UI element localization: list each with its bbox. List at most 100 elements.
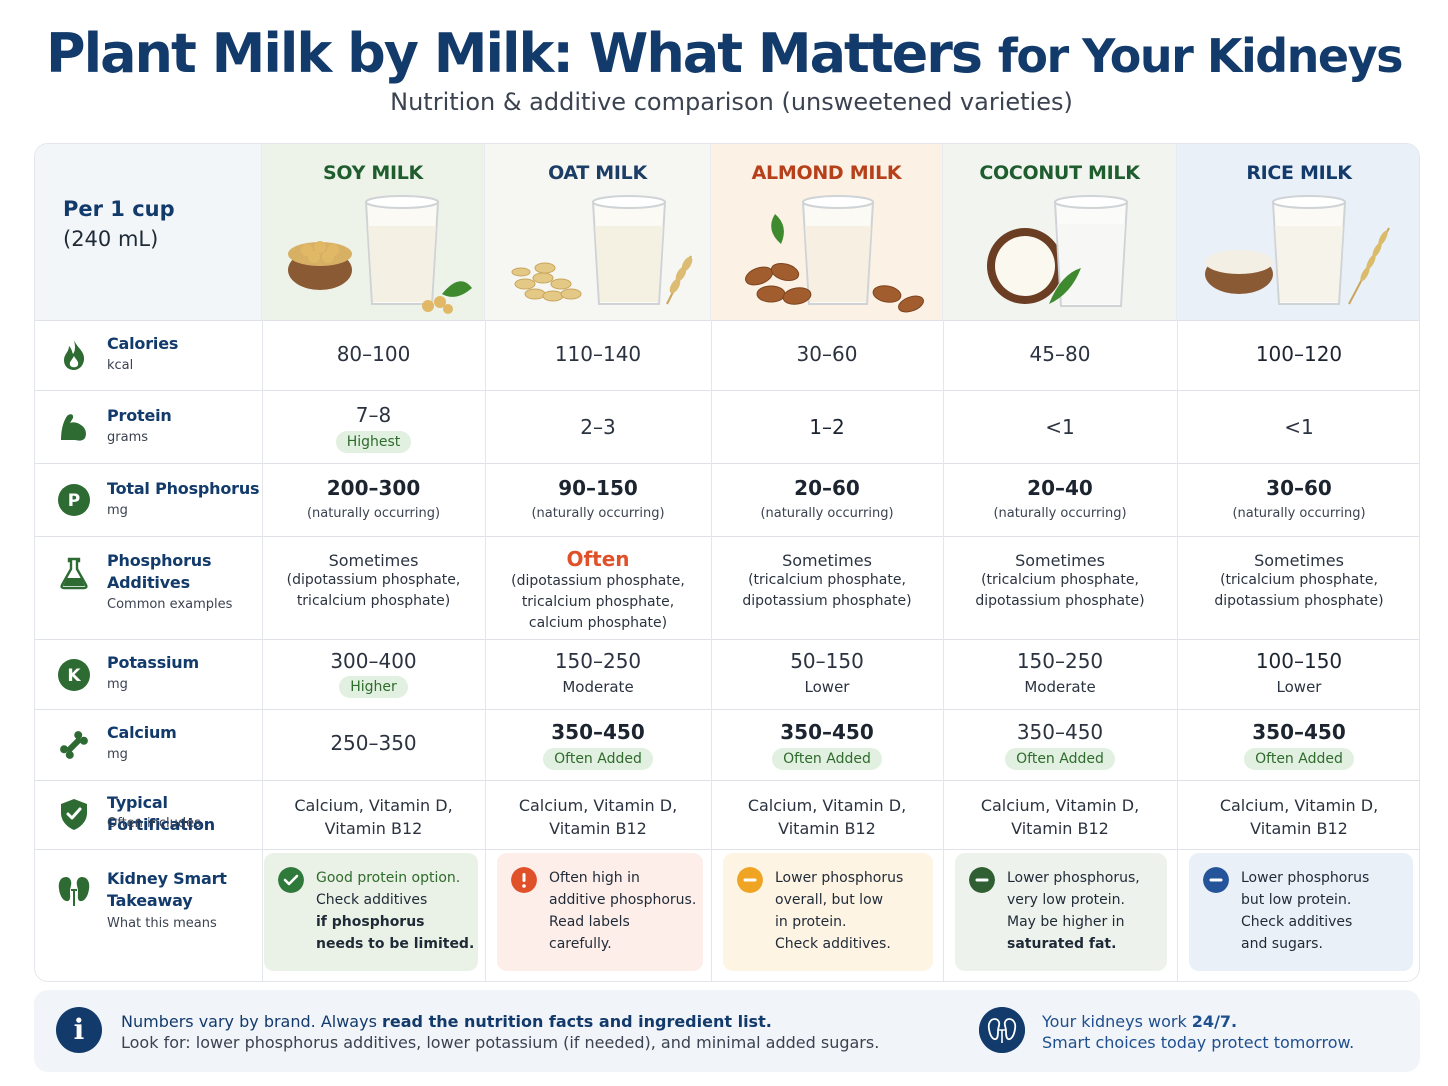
additive-example: (tricalcium phosphate, <box>981 572 1139 588</box>
takeaway-line: saturated fat. <box>1007 936 1117 952</box>
calcium-value: 350–450 <box>780 720 874 744</box>
row-divider <box>35 463 1419 464</box>
additive-example: (tricalcium phosphate, <box>748 572 906 588</box>
row-label-line2: Additives <box>107 573 190 592</box>
protein-rice: <1 <box>1284 415 1314 439</box>
protein-coconut: <1 <box>1045 415 1075 439</box>
takeaway-text: Lower phosphorus but low protein. Check … <box>1241 867 1369 955</box>
row-divider <box>35 320 1419 321</box>
additive-example: (tricalcium phosphate, <box>1220 572 1378 588</box>
calcium-rice: 350–450 Often Added <box>1177 720 1419 770</box>
additives-almond: Sometimes (tricalcium phosphate, dipotas… <box>711 551 943 612</box>
fortification-rice: Calcium, Vitamin D, Vitamin B12 <box>1177 794 1419 840</box>
potassium-value: 300–400 <box>330 649 417 673</box>
row-divider <box>35 849 1419 850</box>
row-label-potassium: K Potassium mg <box>35 639 262 709</box>
calcium-soy: 250–350 <box>330 731 417 755</box>
often-added-badge: Often Added <box>772 748 882 770</box>
phosphorus-value: 20–60 <box>794 476 860 500</box>
coconut-milk-illustration <box>987 195 1129 307</box>
phosphorus-note: (naturally occurring) <box>993 506 1127 521</box>
row-label-phosphorus: P Total Phosphorus mg <box>35 463 262 536</box>
calories-oat: 110–140 <box>554 342 642 366</box>
calories-coconut: 45–80 <box>1029 342 1091 366</box>
calories-rice: 100–120 <box>1255 342 1343 366</box>
footer-text: Numbers vary by brand. Always read the n… <box>121 1011 879 1053</box>
potassium-level: Lower <box>804 678 850 696</box>
phosphorus-value: 20–40 <box>1027 476 1093 500</box>
protein-soy: 7–8 Highest <box>262 403 485 453</box>
svg-text:P: P <box>68 491 80 511</box>
row-unit: kcal <box>107 358 134 373</box>
phosphorus-almond: 20–60 (naturally occurring) <box>711 476 943 521</box>
phosphorus-value: 200–300 <box>326 476 421 500</box>
calcium-value: 350–450 <box>1252 720 1346 744</box>
row-label: Total Phosphorus <box>107 479 260 498</box>
row-label: Potassium <box>107 653 199 672</box>
row-unit: mg <box>107 677 128 692</box>
takeaway-line: overall, but low <box>775 892 884 908</box>
potassium-value: 150–250 <box>1016 649 1104 673</box>
oat-milk-illustration <box>511 195 693 305</box>
milk-name: OAT MILK <box>548 162 647 184</box>
row-label: Kidney Smart <box>107 869 227 888</box>
potassium-oat: 150–250 Moderate <box>485 649 711 696</box>
takeaway-line: in protein. <box>775 914 847 930</box>
almond-milk-illustration <box>745 195 924 313</box>
minus-icon <box>1203 867 1229 893</box>
row-unit: Often includes <box>107 816 201 831</box>
row-label: Calcium <box>107 723 177 742</box>
potassium-rice: 100–150 Lower <box>1177 649 1419 696</box>
additive-frequency: Sometimes <box>1015 551 1105 570</box>
potassium-almond: 50–150 Lower <box>711 649 943 696</box>
row-unit: Common examples <box>107 597 233 612</box>
fortification-line: Calcium, Vitamin D, <box>294 796 453 815</box>
phosphorus-value: 90–150 <box>558 476 638 500</box>
calcium-oat: 350–450 Often Added <box>485 720 711 770</box>
additive-example: dipotassium phosphate) <box>742 593 912 609</box>
phosphorus-rice: 30–60 (naturally occurring) <box>1177 476 1419 521</box>
footer-line: Numbers vary by brand. Always <box>121 1012 382 1031</box>
footer-line: Look for: lower phosphorus additives, lo… <box>121 1033 880 1052</box>
row-unit: grams <box>107 430 148 445</box>
takeaway-line: Check additives <box>316 892 428 908</box>
takeaway-line: Lower phosphorus <box>775 870 904 886</box>
column-divider <box>262 320 263 981</box>
flame-icon <box>64 340 85 370</box>
milk-name: SOY MILK <box>323 162 423 184</box>
motto-line: Smart choices today protect tomorrow. <box>1042 1033 1355 1052</box>
takeaway-line: Check additives. <box>775 936 891 952</box>
phosphorus-soy: 200–300 (naturally occurring) <box>262 476 485 521</box>
fortification-line: Calcium, Vitamin D, <box>518 796 678 815</box>
potassium-level: Moderate <box>562 678 634 696</box>
shield-check-icon <box>61 799 87 830</box>
column-divider <box>711 320 712 981</box>
row-label-calories: Calories kcal <box>35 320 262 390</box>
additives-coconut: Sometimes (tricalcium phosphate, dipotas… <box>943 551 1177 612</box>
takeaway-line: May be higher in <box>1007 914 1125 930</box>
takeaway-rice: Lower phosphorus but low protein. Check … <box>1189 853 1413 971</box>
row-label-additives: Phosphorus Additives Common examples <box>35 536 262 639</box>
soy-milk-illustration <box>288 195 472 314</box>
muscle-arm-icon <box>61 414 86 441</box>
info-icon: i <box>56 1007 102 1053</box>
row-divider <box>35 390 1419 391</box>
row-label-takeaway: Kidney Smart Takeaway What this means <box>35 849 262 981</box>
motto-line: Your kidneys work <box>1042 1012 1192 1031</box>
minus-icon <box>737 867 763 893</box>
fortification-line: Calcium, Vitamin D, <box>747 796 907 815</box>
additive-example: dipotassium phosphate) <box>1214 593 1384 609</box>
bone-icon <box>60 731 88 759</box>
takeaway-line: and sugars. <box>1241 936 1323 952</box>
often-added-badge: Often Added <box>1244 748 1354 770</box>
additives-oat: Often (dipotassium phosphate, tricalcium… <box>485 547 711 634</box>
additive-example: calcium phosphate) <box>528 615 668 631</box>
fortification-coconut: Calcium, Vitamin D, Vitamin B12 <box>943 794 1177 840</box>
serving-volume: (240 mL) <box>63 227 159 251</box>
phosphorus-note: (naturally occurring) <box>760 506 894 521</box>
potassium-level: Lower <box>1276 678 1322 696</box>
row-unit: mg <box>107 747 128 762</box>
takeaway-line: Read labels <box>549 914 630 930</box>
potassium-k-icon: K <box>58 659 90 691</box>
row-label: Typical Fortification <box>107 793 215 834</box>
